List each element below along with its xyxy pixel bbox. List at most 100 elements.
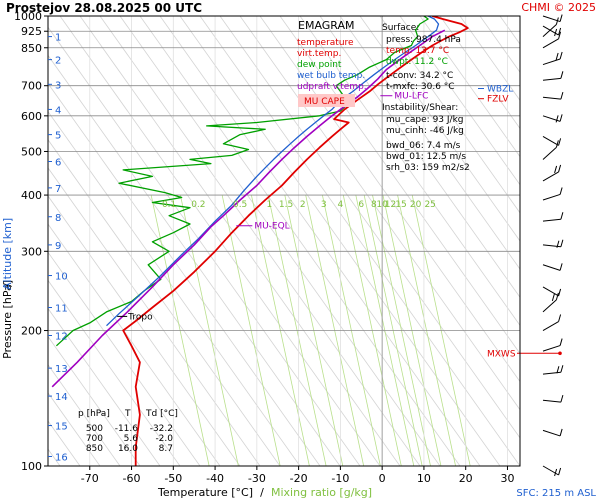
table-cell: -32.2 — [150, 424, 173, 434]
wind-barb-feather — [559, 263, 563, 271]
legend-item: virt.temp. — [297, 49, 341, 59]
surface-dwpt: dwpt: 11.2 °C — [386, 57, 448, 67]
adiabat-line — [399, 16, 520, 186]
table-cell: 8.7 — [159, 444, 173, 454]
wind-barb-feather — [560, 239, 564, 247]
plot-frame — [47, 15, 521, 467]
wind-barb-feather — [555, 140, 559, 148]
x-tick-label: -60 — [123, 472, 141, 485]
table-cell: 16.0 — [118, 444, 138, 454]
adiabat-line — [279, 16, 520, 355]
wind-barb-feather — [558, 164, 562, 173]
wind-barb — [542, 428, 563, 437]
wind-barb — [542, 263, 563, 271]
adiabat-line — [459, 16, 520, 102]
wind-barb-staff — [542, 399, 561, 403]
x-tick-label: 20 — [459, 472, 473, 485]
wind-barb-feather — [556, 366, 560, 374]
adiabat-line — [48, 82, 321, 466]
x-axis-label-secondary: Mixing ratio [g/kg] — [271, 486, 372, 499]
y-axis-label-separator: / — [1, 283, 14, 287]
tropo-label: Tropo — [127, 312, 153, 322]
wind-barb — [542, 286, 562, 297]
wind-barb — [542, 338, 563, 352]
instability-mu-cape: mu_cape: 93 J/kg — [386, 115, 464, 125]
wind-barb-feather — [558, 138, 562, 146]
table-header: p [hPa] — [78, 409, 110, 419]
legend-item: dew point — [297, 60, 342, 70]
wind-barb-staff — [542, 38, 559, 49]
wind-barb-feather — [558, 467, 562, 476]
x-tick-label: -40 — [206, 472, 224, 485]
wind-barb-staff — [542, 264, 561, 271]
surface-press: press: 987.4 hPa — [386, 35, 461, 45]
wind-barb — [542, 239, 564, 248]
wind-barb-feather — [559, 14, 563, 22]
mixing-ratio-label: 1 — [267, 200, 273, 210]
wind-barb — [542, 314, 562, 331]
y-tick-label: 1000 — [14, 10, 42, 23]
wind-barb-feather — [555, 52, 559, 61]
wind-barb-feather — [560, 212, 564, 220]
wind-barb — [542, 365, 564, 375]
wind-barb — [542, 135, 562, 146]
mixing-ratio-label: 0.1 — [162, 200, 176, 210]
mixing-ratio-label: 15 — [395, 200, 406, 210]
wind-barb — [542, 212, 564, 222]
adiabat-line — [359, 16, 520, 242]
wind-barb-feather — [559, 51, 563, 60]
adiabat-line — [79, 16, 401, 466]
surface-heading: Surface: — [382, 23, 419, 33]
mixing-ratio-label: 8 — [371, 200, 377, 210]
surface-elevation-note: SFC: 215 m ASL — [516, 488, 596, 499]
wind-barb-staff — [542, 345, 561, 352]
altitude-tick-label: 16 — [55, 452, 68, 463]
wind-barb-staff — [542, 299, 557, 313]
mixing-ratio-label: 25 — [424, 200, 435, 210]
table-cell: -2.0 — [155, 434, 173, 444]
wind-barb-staff — [542, 147, 557, 160]
wind-barb-feather — [559, 338, 563, 346]
mixing-ratio-label: 3 — [321, 200, 327, 210]
adiabat-line — [99, 16, 421, 466]
y-tick-label: 100 — [21, 460, 42, 473]
chart-title: EMAGRAM — [298, 19, 355, 32]
y-tick-label: 850 — [21, 42, 42, 55]
wind-barb — [542, 394, 564, 403]
mixing-ratio-label: 0.5 — [233, 200, 247, 210]
wind-barb — [542, 51, 563, 66]
wind-barb — [542, 164, 562, 182]
altitude-tick-label: 2 — [55, 56, 61, 67]
adiabat-line — [48, 335, 141, 466]
y-tick-label: 200 — [21, 325, 42, 338]
surface-tconv: t-conv: 34.2 °C — [386, 71, 453, 81]
wind-barb-staff — [542, 321, 559, 331]
adiabat-line — [439, 16, 520, 130]
wind-barb-staff — [542, 25, 559, 36]
mxws-dot — [558, 351, 562, 356]
mxws-label: MXWS — [487, 349, 516, 359]
adiabat-line — [159, 16, 481, 466]
x-tick-label: -70 — [81, 472, 99, 485]
y-tick-label: 500 — [21, 145, 42, 158]
wind-barb-staff — [542, 135, 559, 146]
x-tick-label: -10 — [331, 472, 349, 485]
y-tick-label: 400 — [21, 189, 42, 202]
table-cell: 700 — [86, 434, 103, 444]
table-cell: 500 — [86, 424, 103, 434]
altitude-tick-label: 5 — [55, 131, 61, 142]
wind-barb — [542, 140, 559, 160]
table-header: T — [124, 409, 131, 419]
wind-barb-staff — [542, 465, 559, 476]
adiabat-line — [259, 16, 520, 383]
wind-barb — [542, 25, 562, 37]
altitude-tick-label: 3 — [55, 80, 61, 91]
x-tick-label: 30 — [500, 472, 514, 485]
wind-barb-staff — [542, 77, 561, 81]
y-tick-label: 300 — [21, 245, 42, 258]
x-axis-label-separator: / — [260, 486, 264, 499]
mu-cape-badge-label: MU CAPE — [304, 97, 345, 107]
